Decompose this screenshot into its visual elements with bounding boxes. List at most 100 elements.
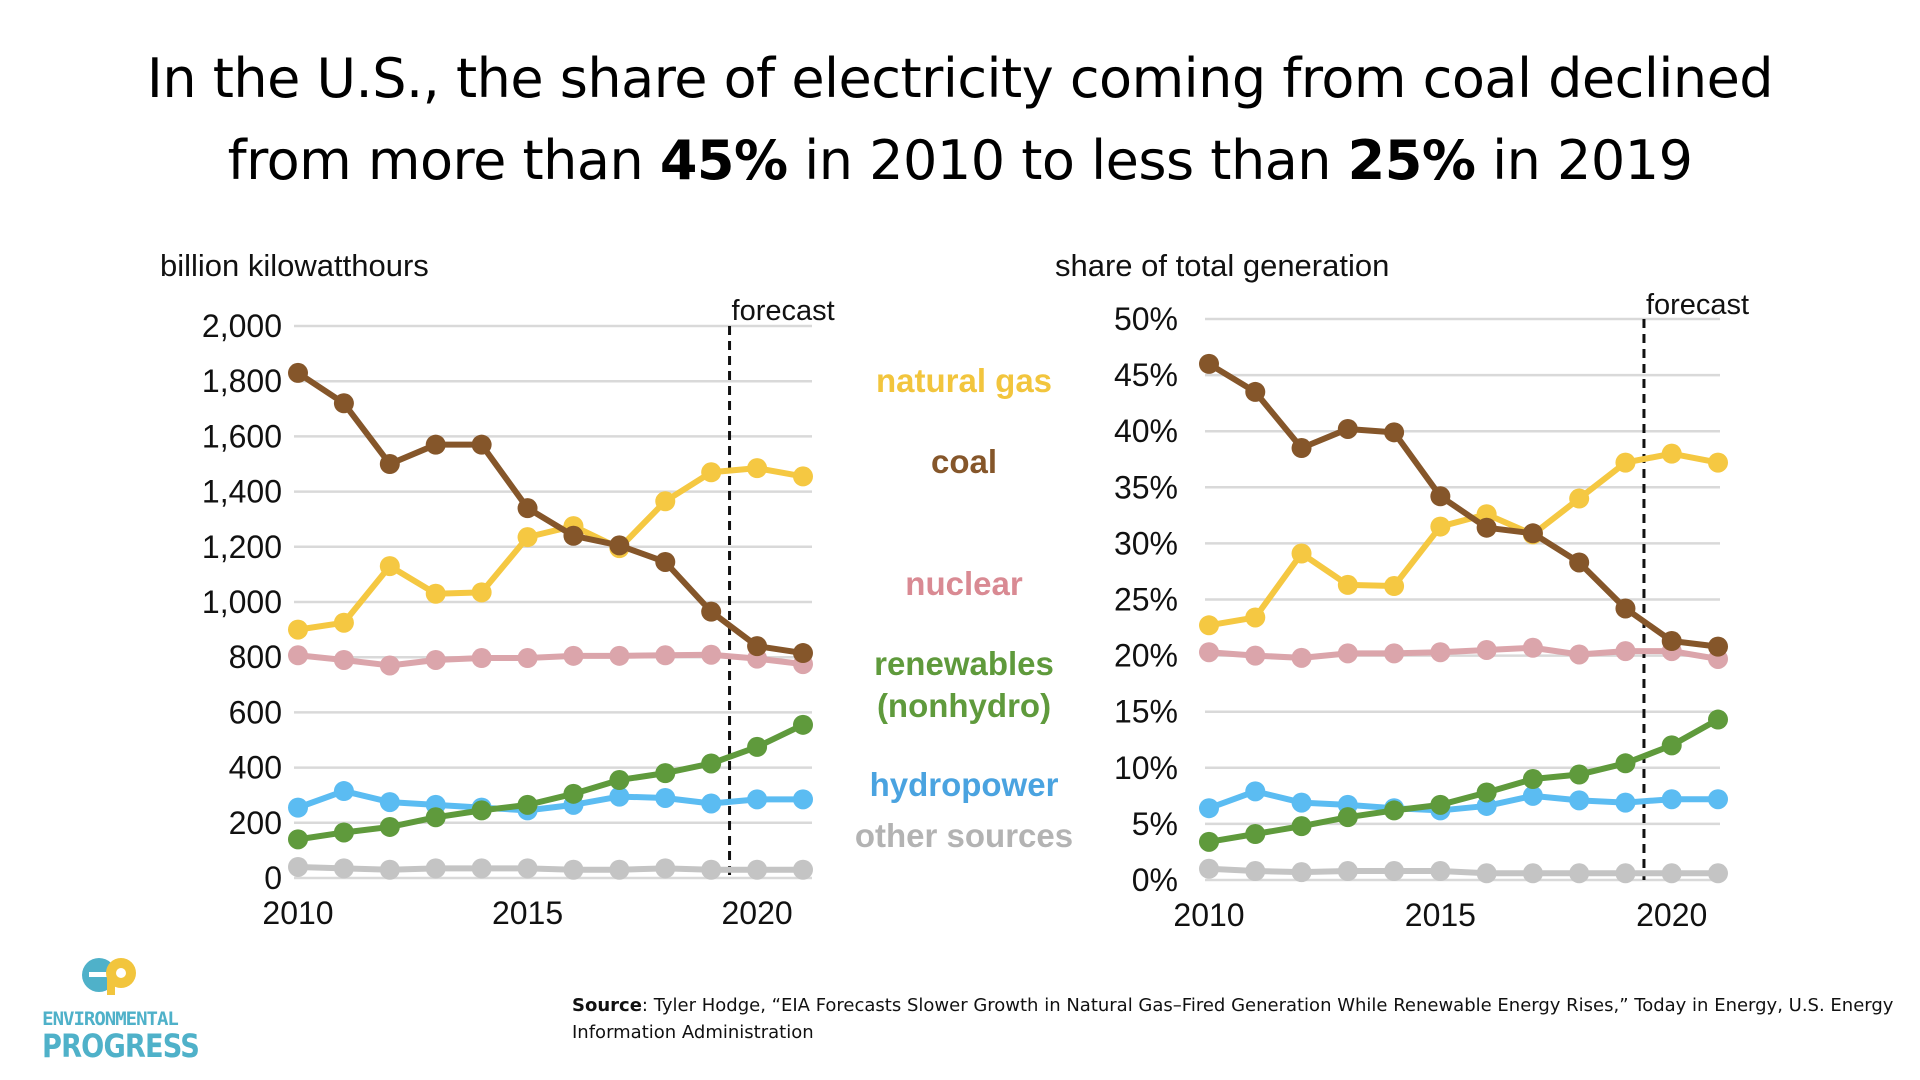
- legend-nuclear: nuclear: [905, 565, 1023, 602]
- data-point-hydro: [1245, 781, 1266, 802]
- data-point-nuclear: [288, 645, 308, 666]
- data-point-other: [747, 859, 768, 880]
- data-point-other: [1661, 863, 1682, 884]
- y-tick-label: 25%: [1114, 582, 1178, 618]
- data-point-other: [1708, 863, 1728, 884]
- data-point-other: [288, 856, 308, 877]
- data-point-hydro: [655, 787, 676, 808]
- data-point-coal: [609, 535, 630, 556]
- y-tick-label: 0: [264, 860, 282, 896]
- data-point-coal: [1384, 422, 1405, 443]
- series-line-other: [1208, 865, 1718, 877]
- data-point-gas: [1199, 615, 1219, 636]
- data-point-nuclear: [471, 648, 492, 669]
- data-point-nuclear: [1569, 644, 1590, 665]
- data-point-coal: [793, 643, 813, 664]
- data-point-gas: [701, 462, 722, 483]
- legend-nonhydro: (nonhydro): [876, 687, 1052, 724]
- data-point-nuclear: [701, 644, 722, 665]
- data-point-nuclear: [1384, 643, 1405, 664]
- data-point-renewables: [1708, 709, 1728, 730]
- series-line-coal: [1207, 361, 1719, 650]
- y-tick-label: 20%: [1114, 638, 1178, 674]
- data-point-renewables: [1476, 782, 1497, 803]
- y-tick-label: 30%: [1114, 525, 1178, 561]
- data-point-nuclear: [379, 655, 400, 676]
- data-point-other: [471, 858, 492, 879]
- data-point-hydro: [1291, 792, 1312, 813]
- data-point-coal: [747, 636, 768, 657]
- data-point-hydro: [747, 789, 768, 810]
- data-point-gas: [1384, 576, 1405, 597]
- data-point-renewables: [379, 816, 400, 837]
- y-tick-label: 0%: [1132, 862, 1178, 898]
- data-point-other: [1199, 858, 1219, 879]
- data-point-gas: [1291, 543, 1312, 564]
- legend-renewables: renewables: [874, 645, 1054, 682]
- logo-text-progress: PROGRESS: [42, 1027, 200, 1065]
- y-tick-label: 200: [229, 805, 282, 841]
- y-tick-label: 1,400: [202, 474, 282, 510]
- data-point-coal: [1245, 381, 1266, 402]
- data-point-hydro: [1199, 798, 1219, 819]
- data-point-hydro: [1615, 792, 1636, 813]
- data-point-hydro: [288, 797, 308, 818]
- x-tick-label: 2020: [1636, 897, 1707, 933]
- data-point-renewables: [563, 783, 584, 804]
- data-point-hydro: [1661, 789, 1682, 810]
- y-tick-label: 15%: [1114, 694, 1178, 730]
- data-point-nuclear: [1522, 637, 1543, 658]
- data-point-other: [655, 858, 676, 879]
- source-text: : Tyler Hodge, “EIA Forecasts Slower Gro…: [572, 995, 1894, 1043]
- series-line-coal: [296, 370, 804, 657]
- series-line-other: [297, 863, 803, 873]
- data-point-renewables: [1291, 816, 1312, 837]
- y-tick-label: 2,000: [202, 308, 282, 344]
- data-point-other: [1522, 863, 1543, 884]
- data-point-coal: [1337, 418, 1358, 439]
- data-point-coal: [288, 362, 308, 383]
- y-tick-label: 1,200: [202, 529, 282, 565]
- data-point-other: [1476, 863, 1497, 884]
- data-point-nuclear: [1430, 642, 1451, 663]
- data-point-hydro: [333, 781, 354, 802]
- data-point-gas: [425, 583, 446, 604]
- data-point-coal: [333, 393, 354, 414]
- y-tick-label: 45%: [1114, 357, 1178, 393]
- data-point-coal: [1476, 517, 1497, 538]
- y-tick-label: 1,600: [202, 418, 282, 454]
- data-point-gas: [379, 556, 400, 577]
- y-tick-label: 400: [229, 750, 282, 786]
- data-point-hydro: [1522, 785, 1543, 806]
- data-point-coal: [563, 525, 584, 546]
- y-tick-label: 800: [229, 639, 282, 675]
- x-tick-label: 2015: [1405, 897, 1476, 933]
- forecast-annotation: forecast: [1646, 289, 1749, 321]
- data-point-nuclear: [655, 645, 676, 666]
- data-point-hydro: [1569, 790, 1590, 811]
- data-point-gas: [1245, 607, 1266, 628]
- y-axis-label: share of total generation: [1055, 248, 1389, 283]
- data-point-renewables: [1661, 735, 1682, 756]
- data-point-nuclear: [517, 648, 538, 669]
- data-point-gas: [1708, 452, 1728, 473]
- y-tick-label: 5%: [1132, 806, 1178, 842]
- data-point-other: [1569, 863, 1590, 884]
- data-point-nuclear: [563, 645, 584, 666]
- data-point-renewables: [1337, 807, 1358, 828]
- x-tick-label: 2020: [721, 895, 792, 931]
- data-point-coal: [1291, 438, 1312, 459]
- data-point-other: [793, 859, 813, 880]
- data-point-gas: [1615, 452, 1636, 473]
- legend-natural-gas: natural gas: [875, 362, 1053, 399]
- data-point-renewables: [655, 763, 676, 784]
- ep-logo-icon: [82, 958, 136, 995]
- data-point-renewables: [747, 736, 768, 757]
- title-text: in 2019: [1475, 129, 1693, 192]
- data-point-coal: [379, 454, 400, 474]
- data-point-other: [425, 858, 446, 879]
- data-point-nuclear: [333, 649, 354, 670]
- data-point-renewables: [1199, 831, 1219, 852]
- forecast-annotation: forecast: [732, 295, 835, 327]
- data-point-nuclear: [1291, 647, 1312, 668]
